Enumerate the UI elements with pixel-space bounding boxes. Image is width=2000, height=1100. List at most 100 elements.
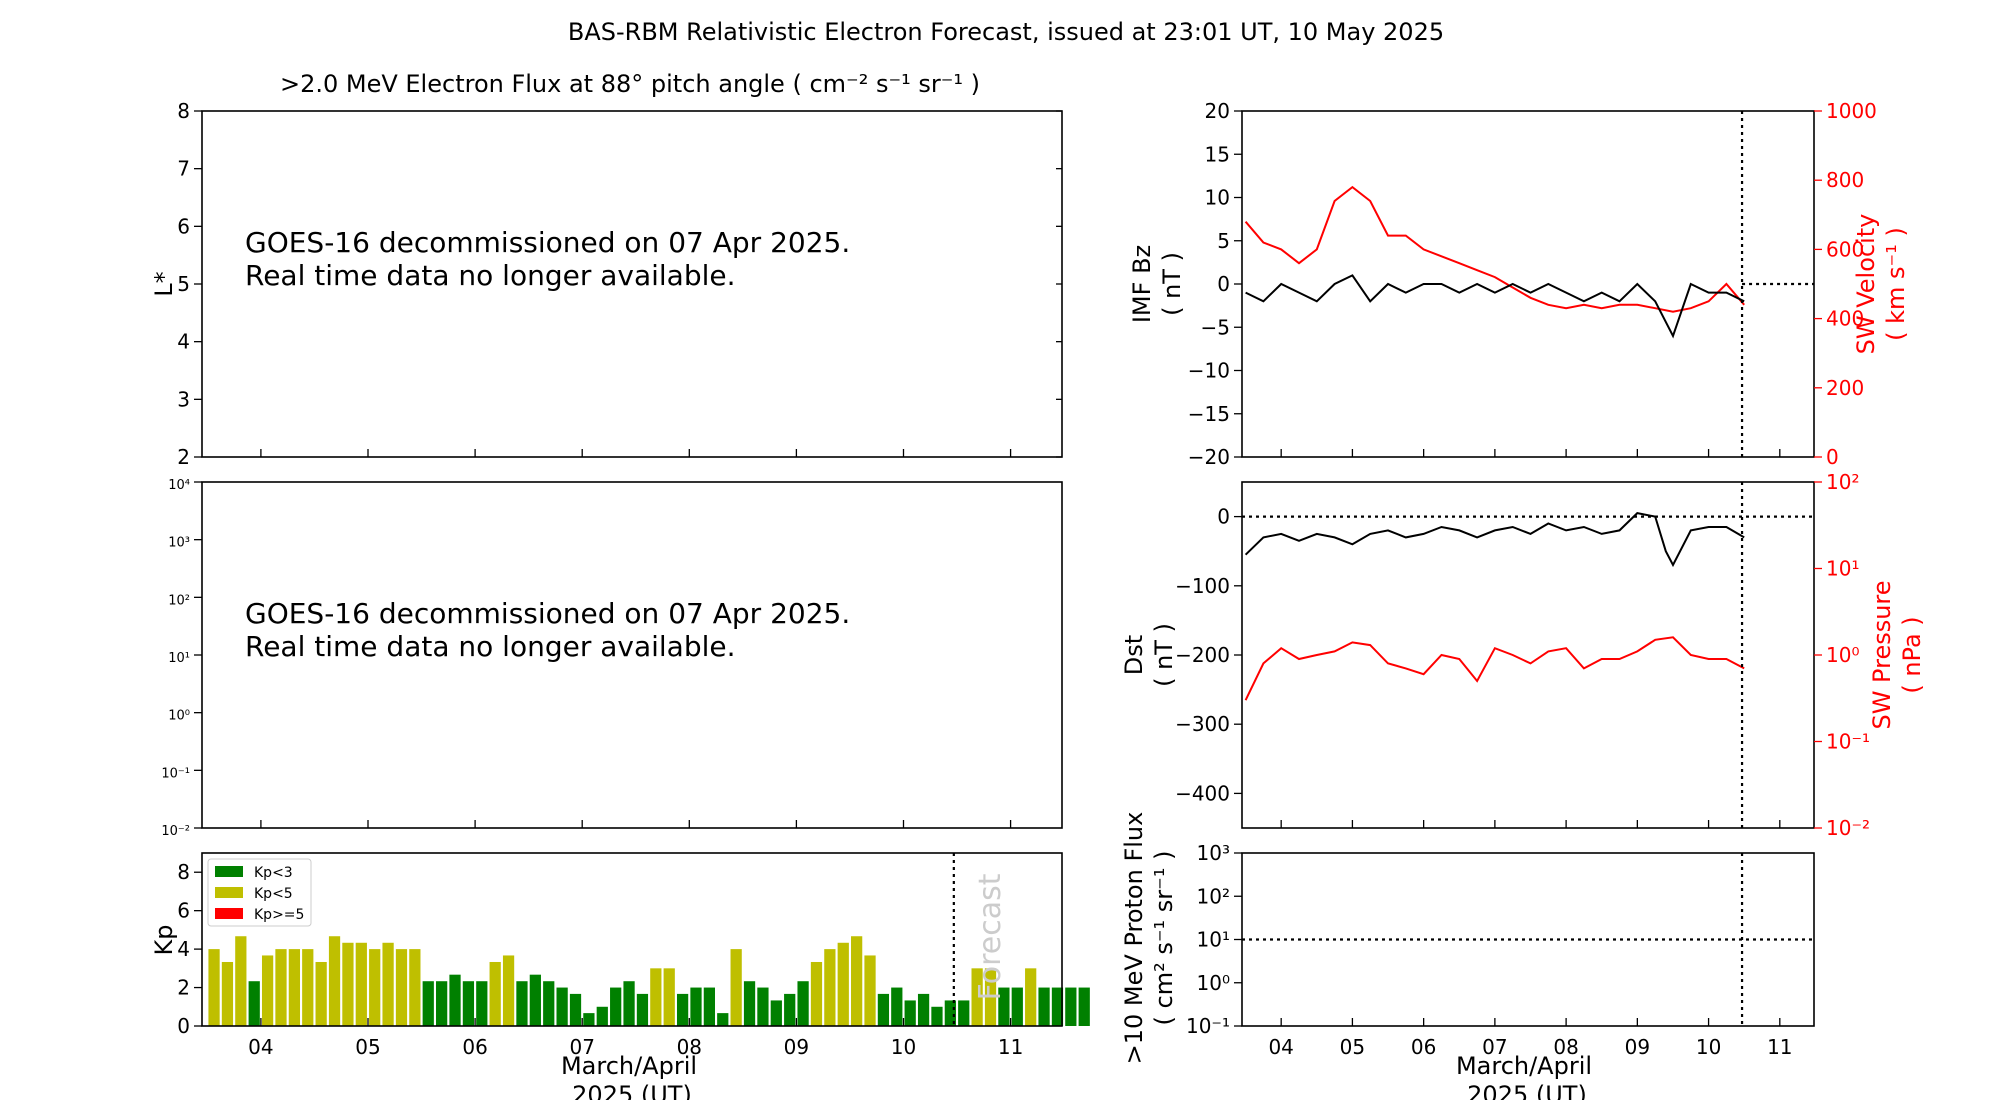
lstar-y-label-0: 2	[177, 445, 190, 469]
kp-legend-label-high: Kp>=5	[254, 907, 304, 923]
kp-bar-24	[529, 974, 541, 1026]
pres-y-label-3: 10¹	[1826, 557, 1859, 581]
kp-bar-65	[1078, 987, 1090, 1026]
lstar-flux-panel: 2 3 4 5 6 7 8 L* GOES-16 decommissioned on 07 …	[150, 99, 1063, 469]
imf-y-label-5: 5	[1217, 229, 1230, 253]
kp-bar-23	[516, 981, 528, 1026]
kp-bar-14	[395, 949, 408, 1026]
imf-x-ticks	[1280, 449, 1781, 457]
flux-panel-title: >2.0 MeV Electron Flux at 88° pitch angl…	[280, 70, 980, 98]
pres-y-label-0: 10⁻²	[1826, 816, 1870, 840]
geo-flux-notice-line1: GOES-16 decommissioned on 07 Apr 2025.	[245, 597, 850, 630]
proton-x-label-4: 08	[1553, 1035, 1578, 1059]
kp-bar-6	[288, 949, 300, 1026]
kp-y-label-3: 6	[177, 899, 190, 923]
kp-bar-62	[1038, 987, 1050, 1026]
sw-pressure-label-line1: SW Pressure	[1868, 580, 1896, 729]
swv-y-label-4: 800	[1826, 168, 1864, 192]
kp-bar-15	[409, 949, 421, 1026]
imf-y-label-4: 0	[1217, 272, 1230, 296]
swv-y-label-5: 1000	[1826, 99, 1877, 123]
proton-y-ticks: 10⁻¹ 10⁰ 10¹ 10² 10³	[1186, 841, 1242, 1038]
kp-legend-swatch-low	[215, 866, 243, 877]
kp-legend: Kp<3 Kp<5 Kp>=5	[207, 858, 312, 927]
imf-y-label-8: 20	[1205, 99, 1230, 123]
sw-velocity-label-line2: ( km s⁻¹ )	[1882, 227, 1910, 341]
geo-y-label-6: 10⁴	[168, 478, 190, 493]
geo-flux-y-ticks: 10⁻² 10⁻¹ 10⁰ 10¹ 10² 10³ 10⁴	[161, 478, 202, 839]
kp-bar-44	[797, 981, 809, 1026]
kp-y-label: Kp	[150, 925, 178, 956]
kp-bar-39	[730, 949, 742, 1026]
proton-x-label-5: 09	[1625, 1035, 1650, 1059]
proton-x-label-6: 10	[1696, 1035, 1721, 1059]
kp-bar-55	[944, 1000, 956, 1026]
kp-bar-43	[784, 993, 796, 1026]
proton-x-label-1: 05	[1340, 1035, 1365, 1059]
dst-y-label-3: −100	[1175, 574, 1230, 598]
proton-y-label-0: 10⁻¹	[1186, 1014, 1230, 1038]
kp-bars	[208, 936, 1090, 1026]
proton-y-label-4: 10³	[1197, 841, 1230, 865]
proton-y-label-3: 10²	[1197, 884, 1230, 908]
lstar-x-ticks	[260, 449, 1012, 457]
proton-y-label-line1: >10 MeV Proton Flux	[1120, 812, 1148, 1065]
dst-series	[1244, 512, 1745, 568]
geo-y-label-2: 10⁰	[168, 709, 190, 724]
kp-bar-51	[891, 987, 903, 1026]
kp-bar-26	[556, 987, 568, 1026]
kp-y-label-2: 4	[177, 937, 190, 961]
kp-legend-label-mid: Kp<5	[254, 886, 293, 902]
kp-bar-42	[770, 1000, 782, 1026]
kp-bar-50	[877, 993, 890, 1026]
kp-x-label-4: 08	[677, 1035, 702, 1059]
sw-pressure-series	[1244, 636, 1745, 701]
sw-velocity-series	[1244, 185, 1745, 313]
lstar-y-ticks: 2 3 4 5 6 7 8	[177, 99, 1062, 469]
geo-flux-x-ticks	[260, 820, 1012, 828]
kp-bar-18	[449, 974, 461, 1026]
geo-flux-panel: 10⁻² 10⁻¹ 10⁰ 10¹ 10² 10³ 10⁴ GOES-16 decommis…	[161, 478, 1063, 839]
dst-y-label-0: −400	[1175, 781, 1230, 805]
kp-bar-38	[717, 1013, 729, 1026]
kp-bar-32	[636, 993, 649, 1026]
figure-title: BAS-RBM Relativistic Electron Forecast, …	[568, 18, 1444, 46]
kp-bar-53	[917, 993, 930, 1026]
dst-y-label-1: −300	[1175, 712, 1230, 736]
kp-bar-3	[248, 981, 260, 1026]
imf-y-label-6: 10	[1205, 186, 1230, 210]
lstar-y-label: L*	[150, 271, 178, 296]
kp-bar-61	[1025, 968, 1037, 1026]
imf-y-label-3: −5	[1201, 315, 1230, 339]
kp-bar-60	[1011, 987, 1023, 1026]
proton-x-label-2: 06	[1411, 1035, 1436, 1059]
kp-bar-34	[663, 968, 675, 1026]
dst-y-label-line1: Dst	[1120, 635, 1148, 675]
imf-y-label-7: 15	[1205, 142, 1230, 166]
pres-y-label-1: 10⁻¹	[1826, 730, 1870, 754]
proton-x-label-line1: March/April	[1456, 1052, 1592, 1080]
imf-y-label-0: −20	[1188, 445, 1230, 469]
lstar-notice-line2: Real time data no longer available.	[245, 259, 736, 292]
kp-bar-8	[315, 961, 327, 1026]
kp-bar-27	[569, 993, 582, 1026]
kp-bar-20	[476, 981, 488, 1026]
dst-x-ticks	[1280, 820, 1781, 828]
lstar-y-label-1: 3	[177, 387, 190, 411]
kp-y-label-1: 2	[177, 976, 190, 1000]
lstar-y-label-5: 7	[177, 157, 190, 181]
kp-x-ticks: 04 05 06 07 08 09 10 11	[248, 1018, 1023, 1059]
proton-x-label-3: 07	[1482, 1035, 1507, 1059]
kp-bar-11	[355, 942, 367, 1026]
kp-bar-41	[757, 987, 769, 1026]
geo-y-label-1: 10⁻¹	[161, 766, 190, 781]
kp-bar-5	[275, 949, 287, 1026]
dst-y-label-4: 0	[1217, 505, 1230, 529]
kp-y-label-0: 0	[177, 1014, 190, 1038]
kp-bar-45	[810, 961, 823, 1026]
pres-y-label-2: 10⁰	[1826, 643, 1859, 667]
proton-y-label-2: 10¹	[1197, 928, 1230, 952]
kp-x-label-5: 09	[784, 1035, 809, 1059]
kp-x-label-0: 04	[248, 1035, 273, 1059]
kp-bar-35	[676, 993, 689, 1026]
